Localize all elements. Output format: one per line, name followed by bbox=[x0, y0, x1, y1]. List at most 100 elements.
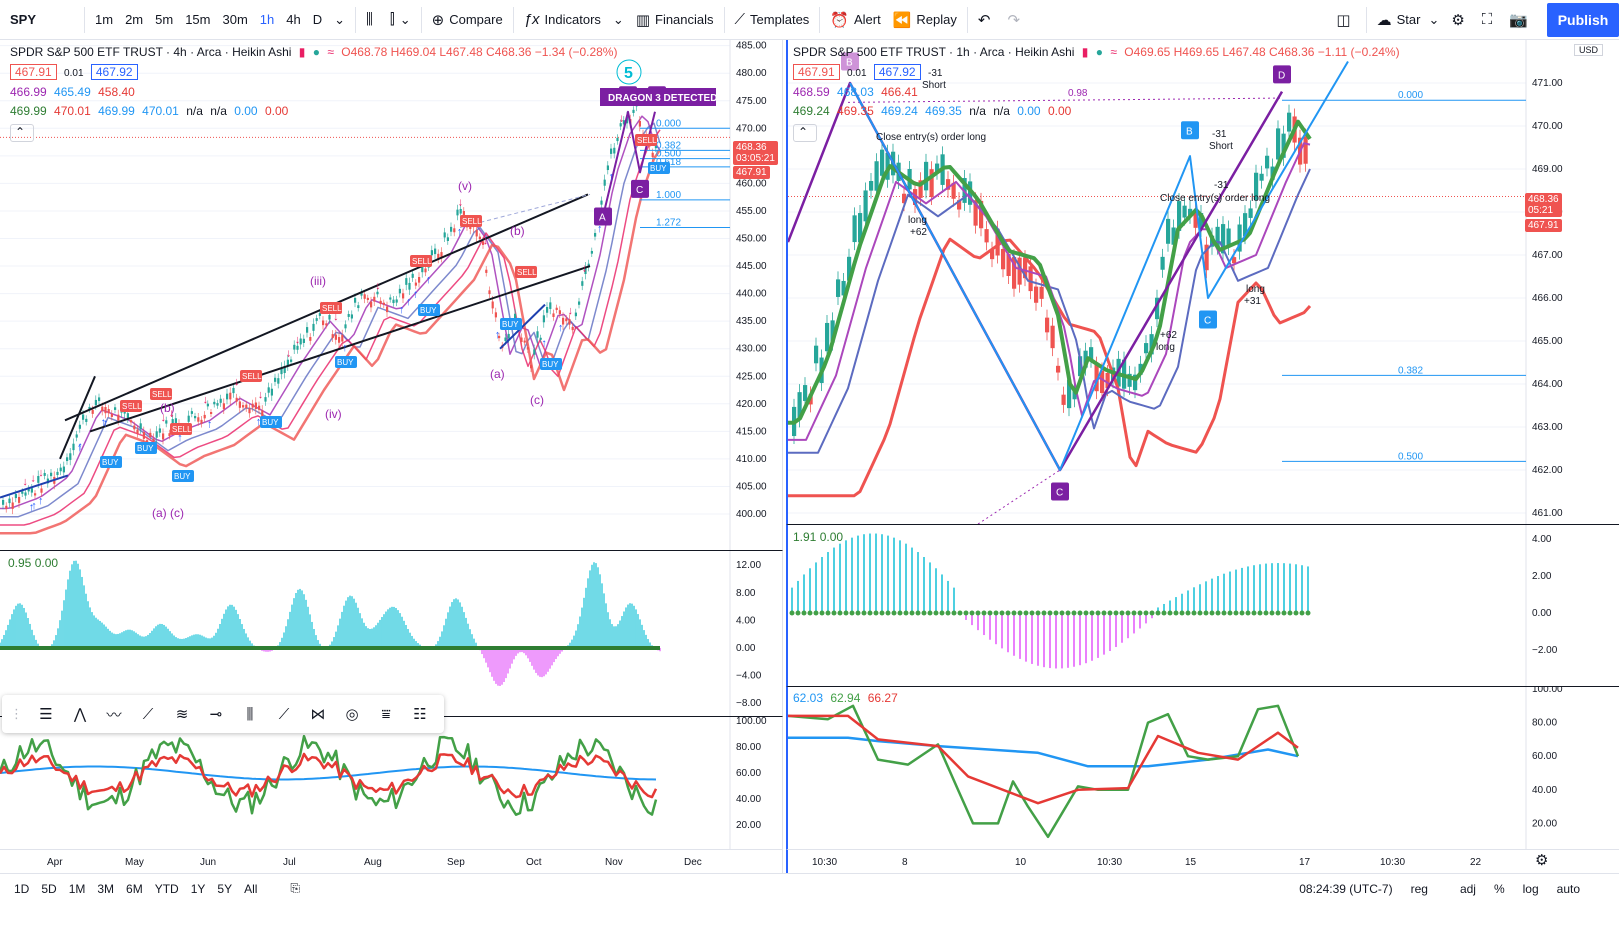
goto-date-button[interactable]: ⎘ bbox=[281, 881, 309, 896]
trend-line-tool[interactable]: ⟋ bbox=[131, 697, 165, 731]
fullscreen-button[interactable]: ⛶ bbox=[1476, 0, 1504, 40]
price-axis-label: 420.00 bbox=[736, 399, 767, 410]
candle-body bbox=[338, 337, 341, 343]
left-ask[interactable]: 467.92 bbox=[90, 64, 138, 80]
bar-style-button[interactable]: ⫼ bbox=[360, 0, 384, 40]
layout-button[interactable]: ◫ bbox=[1330, 0, 1361, 40]
templates-button[interactable]: ⟋ Templates bbox=[729, 0, 816, 40]
range-1y[interactable]: 1Y bbox=[190, 881, 206, 896]
right-price-chart[interactable]: 471.00470.00469.00468.00467.00466.00465.… bbox=[788, 40, 1619, 524]
left-macd-pane[interactable]: 12.00 8.00 4.00 0.00 −4.00 −8.00 bbox=[0, 550, 783, 716]
interval-15m[interactable]: 15m bbox=[185, 12, 211, 27]
drag-handle-icon[interactable]: ⋮ bbox=[10, 706, 23, 721]
undo-button[interactable]: ↶ bbox=[972, 0, 1002, 40]
interval-30m[interactable]: 30m bbox=[222, 12, 248, 27]
horizontal-lines-tool[interactable]: ☰ bbox=[29, 697, 63, 731]
xabcd-tool[interactable]: ⋈ bbox=[301, 697, 335, 731]
right-macd-chart[interactable]: 4.00 2.00 0.00 −2.00 bbox=[788, 525, 1619, 686]
fib-tool[interactable]: ≋ bbox=[165, 697, 199, 731]
buy-arrow-icon: ↑ bbox=[29, 501, 35, 513]
horizontal-ray-tool[interactable]: ⊸ bbox=[199, 697, 233, 731]
left-macd-chart[interactable]: 12.00 8.00 4.00 0.00 −4.00 −8.00 bbox=[0, 551, 783, 716]
interval-D[interactable]: D bbox=[312, 12, 323, 27]
range-1d[interactable]: 1D bbox=[14, 881, 30, 896]
currency-selector[interactable]: USD bbox=[1574, 44, 1604, 56]
left-rsi-chart[interactable]: 100.00 80.00 60.00 40.00 20.00 bbox=[0, 717, 783, 849]
macd-signal-dot bbox=[903, 610, 909, 616]
auto-toggle[interactable]: auto bbox=[1556, 881, 1580, 896]
indicators-dropdown[interactable]: ⌄ bbox=[607, 0, 630, 40]
range-6m[interactable]: 6M bbox=[126, 881, 143, 896]
interval-5m[interactable]: 5m bbox=[155, 12, 174, 27]
left-price-chart[interactable]: 485.00480.00475.00470.00465.00460.00455.… bbox=[0, 40, 783, 550]
candle-body bbox=[542, 315, 545, 323]
session-toggle[interactable]: reg bbox=[1410, 881, 1428, 896]
range-1m[interactable]: 1M bbox=[68, 881, 86, 896]
redo-button[interactable]: ↷ bbox=[1001, 0, 1031, 40]
collapse-legend-button[interactable]: ⌃ bbox=[793, 124, 817, 142]
left-rsi-pane[interactable]: 100.00 80.00 60.00 40.00 20.00 bbox=[0, 716, 783, 849]
left-price-pane[interactable]: 485.00480.00475.00470.00465.00460.00455.… bbox=[0, 40, 783, 550]
indicators-button[interactable]: ƒx Indicators bbox=[518, 0, 607, 40]
candle-body bbox=[62, 466, 65, 473]
abcd-pattern-tool[interactable]: ⋀ bbox=[63, 697, 97, 731]
settings-button[interactable]: ⚙ bbox=[1445, 0, 1475, 40]
log-toggle[interactable]: log bbox=[1522, 881, 1539, 896]
pattern-point-marker bbox=[841, 52, 859, 71]
compare-button[interactable]: ⊕ Compare bbox=[426, 0, 509, 40]
adj-toggle[interactable]: adj bbox=[1459, 881, 1476, 896]
ma-value: 468.59 bbox=[793, 85, 830, 99]
time-axis-label: May bbox=[125, 857, 144, 868]
candle-body bbox=[446, 237, 449, 241]
price-axis-label: 464.00 bbox=[1532, 379, 1563, 390]
bars-pattern-tool[interactable]: ⫼ bbox=[233, 697, 267, 731]
gann-tool[interactable]: ◎ bbox=[335, 697, 369, 731]
rsi-axis-label: 20.00 bbox=[1532, 818, 1557, 829]
interval-2m[interactable]: 2m bbox=[125, 12, 144, 27]
right-time-axis[interactable]: 10:30 8 10 10:30 15 17 10:30 22 bbox=[786, 849, 1619, 873]
axis-settings-button[interactable]: ⚙ bbox=[1535, 851, 1555, 871]
candle-body bbox=[1094, 364, 1099, 392]
replay-button[interactable]: ⏪ Replay bbox=[887, 0, 963, 40]
financials-button[interactable]: ▥ Financials bbox=[630, 0, 720, 40]
right-macd-pane[interactable]: 4.00 2.00 0.00 −2.00 bbox=[786, 524, 1619, 686]
right-price-pane[interactable]: 471.00470.00469.00468.00467.00466.00465.… bbox=[786, 40, 1619, 524]
channel-tool[interactable]: ☷ bbox=[403, 697, 437, 731]
candle-body bbox=[902, 193, 907, 204]
right-rsi-legend: 62.03 62.94 66.27 bbox=[793, 691, 902, 705]
interval-1h[interactable]: 1h bbox=[259, 12, 275, 27]
right-bid[interactable]: 467.91 bbox=[793, 64, 840, 80]
publish-button[interactable]: Publish bbox=[1547, 3, 1619, 37]
elliott-wave-tool[interactable]: 〰 bbox=[97, 697, 131, 731]
pitchfork-tool[interactable]: ⩸ bbox=[369, 697, 403, 731]
macd-signal-dot bbox=[879, 610, 885, 616]
symbol-search[interactable]: SPY bbox=[10, 12, 37, 27]
range-3m[interactable]: 3M bbox=[97, 881, 115, 896]
left-bid[interactable]: 467.91 bbox=[10, 64, 57, 80]
macd-signal-dot bbox=[1197, 610, 1203, 616]
chart-type-button[interactable]: ⫿ ⌄ bbox=[384, 0, 417, 40]
range-5y[interactable]: 5Y bbox=[217, 881, 233, 896]
interval-1m[interactable]: 1m bbox=[95, 12, 114, 27]
buy-signal-badge bbox=[335, 356, 357, 368]
clock[interactable]: 08:24:39 (UTC-7) bbox=[1299, 881, 1393, 896]
right-rsi-pane[interactable]: 100.00 80.00 60.00 40.00 20.00 bbox=[786, 686, 1619, 849]
right-ask[interactable]: 467.92 bbox=[873, 64, 921, 80]
range-5d[interactable]: 5D bbox=[41, 881, 57, 896]
candle-body bbox=[507, 333, 510, 339]
snapshot-button[interactable]: 📷 bbox=[1503, 0, 1539, 40]
star-layout-button[interactable]: ☁ Star ⌄ bbox=[1371, 0, 1446, 40]
ma-value: 465.49 bbox=[54, 85, 91, 99]
range-ytd[interactable]: YTD bbox=[154, 881, 179, 896]
alert-button[interactable]: ⏰ Alert bbox=[824, 0, 886, 40]
interval-dropdown[interactable]: ⌄ bbox=[328, 0, 351, 40]
range-all[interactable]: All bbox=[244, 881, 258, 896]
trade-annotation: Short bbox=[922, 80, 946, 91]
collapse-legend-button[interactable]: ⌃ bbox=[10, 124, 34, 142]
ray-tool[interactable]: ⟋ bbox=[267, 697, 301, 731]
right-rsi-chart[interactable]: 100.00 80.00 60.00 40.00 20.00 bbox=[788, 687, 1619, 849]
left-time-axis[interactable]: Apr May Jun Jul Aug Sep Oct Nov Dec bbox=[0, 849, 783, 873]
percent-toggle[interactable]: % bbox=[1493, 881, 1505, 896]
candle-body bbox=[475, 230, 478, 237]
interval-4h[interactable]: 4h bbox=[286, 12, 301, 27]
